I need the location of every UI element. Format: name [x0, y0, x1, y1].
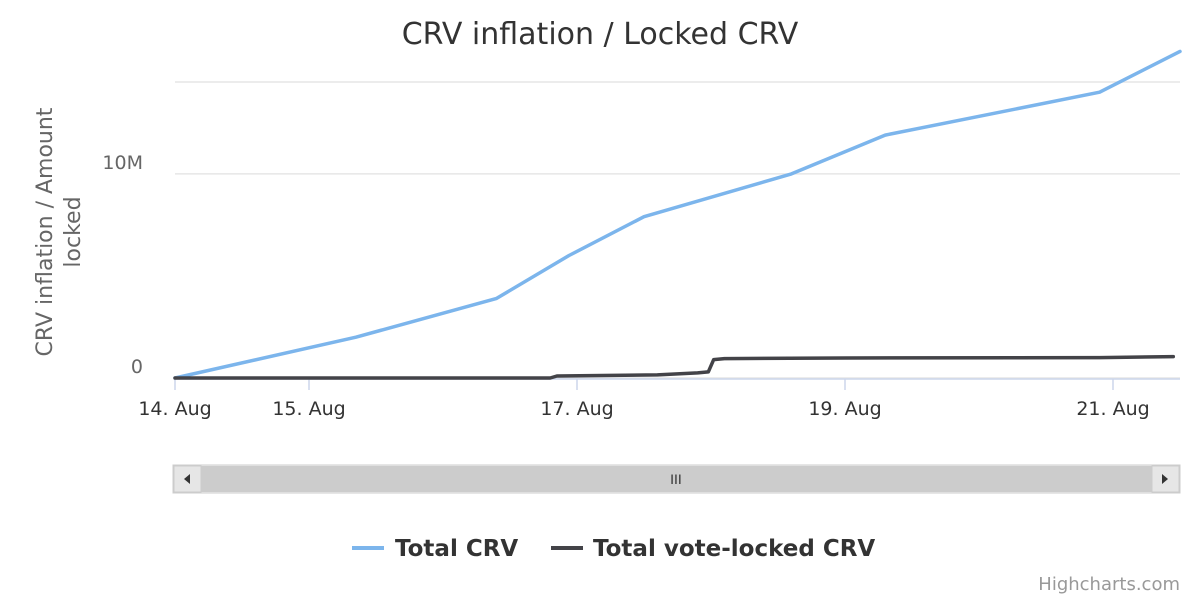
y-axis-ticks: 0 10M — [102, 152, 143, 378]
y-axis-title: CRV inflation / Amount locked — [33, 107, 86, 356]
scrollbar-left-button[interactable] — [173, 465, 202, 493]
chart-title: CRV inflation / Locked CRV — [402, 17, 799, 52]
x-tick-label: 14. Aug — [138, 398, 211, 420]
credits-link[interactable]: Highcharts.com — [1038, 574, 1180, 595]
y-axis-title-line-1: CRV inflation / Amount — [33, 107, 58, 356]
series-lines — [173, 49, 1182, 380]
series-line-total-vote-locked-crv[interactable] — [173, 354, 1176, 380]
scrollbar-thumb[interactable] — [201, 466, 1152, 492]
y-axis-title-line-2: locked — [61, 196, 86, 267]
legend-label-total-crv: Total CRV — [395, 536, 518, 562]
legend-label-total-vote-locked-crv: Total vote-locked CRV — [593, 536, 875, 562]
x-axis: 14. Aug 15. Aug 17. Aug 19. Aug 21. Aug — [138, 378, 1180, 420]
series-line-total-crv[interactable] — [173, 49, 1182, 380]
navigator-scrollbar[interactable]: III — [172, 464, 1181, 494]
grid-lines — [175, 81, 1180, 379]
legend: Total CRV Total vote-locked CRV — [352, 536, 875, 562]
x-tick-label: 19. Aug — [808, 398, 881, 420]
x-tick-label: 21. Aug — [1076, 398, 1149, 420]
legend-item-total-crv[interactable]: Total CRV — [352, 536, 518, 562]
scrollbar-right-button[interactable] — [1151, 465, 1180, 493]
x-tick-label: 17. Aug — [540, 398, 613, 420]
arrow-left-icon — [184, 474, 190, 484]
legend-item-total-vote-locked-crv[interactable]: Total vote-locked CRV — [551, 536, 875, 562]
x-tick-label: 15. Aug — [272, 398, 345, 420]
y-tick-label: 10M — [102, 152, 143, 174]
scrollbar-grip[interactable]: III — [670, 471, 682, 487]
y-tick-label: 0 — [131, 356, 143, 378]
arrow-right-icon — [1162, 474, 1168, 484]
